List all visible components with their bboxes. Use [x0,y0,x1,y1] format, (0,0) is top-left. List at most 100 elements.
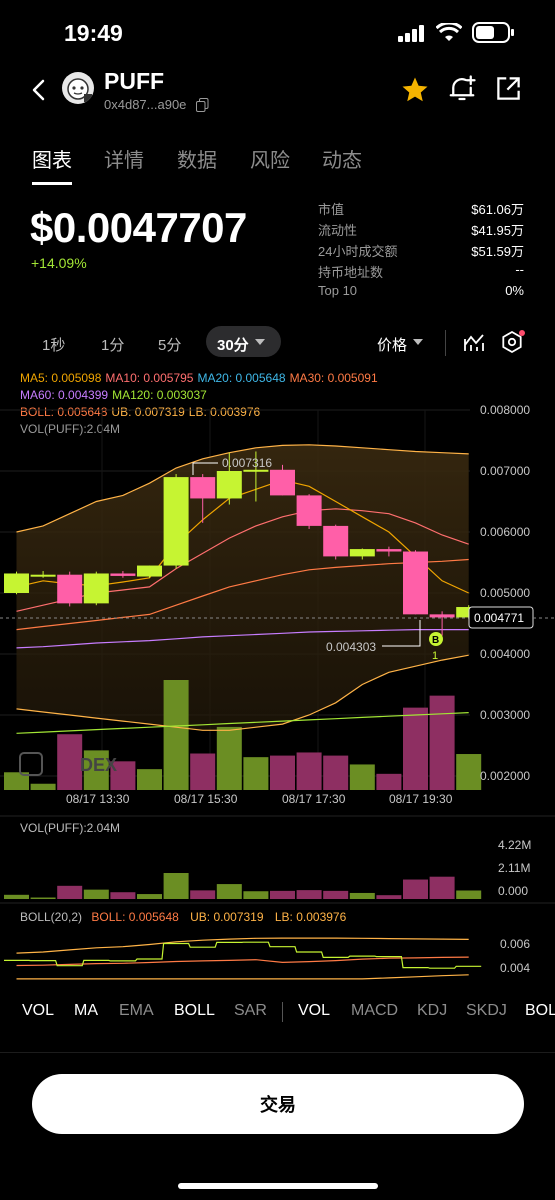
tab-active-underline [32,182,72,185]
back-arrow-icon[interactable] [28,78,52,102]
current-price-tag: 0.004771 [0,606,555,629]
home-indicator [178,1183,378,1189]
ind-sub-vol[interactable]: VOL [298,1002,331,1019]
tab-data[interactable]: 数据 [177,150,217,172]
vol-panel-bar [163,873,189,899]
candle-body [163,477,189,566]
candle-body [349,549,375,557]
y-tick-label: 0.006000 [480,525,530,539]
wifi-icon [436,23,462,41]
interval-30m[interactable]: 30分 [217,337,249,354]
boll-band-fill [16,444,469,731]
settings-icon[interactable] [500,330,526,356]
tab-activity[interactable]: 动态 [322,150,362,172]
candle-body [110,573,136,576]
boll-panel-title: BOLL(20,2) BOLL: 0.005648 UB: 0.007319 L… [20,910,347,924]
candle-body [429,614,455,618]
volume-bar [456,754,482,790]
candle-body [376,549,402,552]
share-icon[interactable] [495,75,522,102]
ind-sub-boll[interactable]: BOL [525,1002,555,1019]
dex-watermark: DEX [19,752,117,776]
stat-volume-24h: 24小时成交额 $51.59万 [318,244,524,259]
low-label: 0.004303 [326,640,376,654]
volume-bar [296,752,322,790]
svg-text:0.004771: 0.004771 [474,611,524,625]
candle-body [270,469,295,496]
ind-ma[interactable]: MA [74,1002,98,1019]
interval-1m[interactable]: 1分 [101,337,125,354]
x-tick-label: 08/17 13:30 [66,792,130,806]
ma60-line [16,629,469,649]
token-logo-icon [67,78,92,102]
ind-skdj[interactable]: SKDJ [466,1002,507,1019]
ind-sar[interactable]: SAR [234,1002,267,1019]
candle-body [57,574,83,604]
vol-panel-bar [456,890,482,899]
bell-plus-icon[interactable] [447,74,477,104]
price-change: +14.09% [31,255,87,271]
vol-panel-bar [296,890,322,899]
legend-ma5: MA5: 0.005098 [20,371,102,385]
legend-ma120: MA120: 0.003037 [112,388,207,402]
legend-ma10: MA10: 0.005795 [105,371,194,385]
boll-panel [4,937,482,980]
volume-bar [190,753,216,790]
svg-text:B: B [432,635,439,646]
ind-macd[interactable]: MACD [351,1002,399,1019]
interval-1s[interactable]: 1秒 [42,337,66,354]
candle-body [4,573,29,593]
candle-body [216,471,242,499]
tab-details[interactable]: 详情 [104,150,144,172]
boll-tick-1: 0.004 [500,961,530,975]
signal-icon [398,25,424,42]
price-selector[interactable]: 价格 [377,337,408,354]
ind-vol[interactable]: VOL [22,1002,55,1019]
volume-bar [30,783,56,790]
annotations: 0.007316 0.004303 [192,456,421,654]
token-name: PUFF [104,68,165,94]
volume-bar [349,764,375,790]
volume-overlay [4,680,482,790]
y-tick-label: 0.002000 [480,769,530,783]
trade-button[interactable]: 交易 [32,1074,524,1134]
volume-bar [403,707,428,790]
x-tick-label: 08/17 15:30 [174,792,238,806]
legend-lb: LB: 0.003976 [188,405,261,419]
token-avatar [62,72,94,104]
volume-bar [243,757,269,790]
vol-panel-bar [110,892,136,899]
vol-panel-bar [376,895,402,899]
indicator-icon[interactable] [462,331,486,355]
ind-kdj[interactable]: KDJ [417,1002,448,1019]
svg-text:1: 1 [432,650,438,662]
y-tick-label: 0.005000 [480,586,530,600]
boll-panel-ub [16,937,469,954]
y-tick-label: 0.008000 [480,403,530,417]
legend-vol: VOL(PUFF):2.04M [20,422,121,436]
vol-panel-bar [57,885,83,899]
boll-panel-close [4,941,482,969]
ind-boll[interactable]: BOLL [174,1002,215,1019]
interval-5m[interactable]: 5分 [158,337,182,354]
candle-body [137,565,162,577]
tab-chart[interactable]: 图表 [32,150,72,172]
volume-bar [216,726,242,790]
boll-panel-mid [16,956,469,967]
boll-tick-0: 0.006 [500,937,530,951]
ind-ema[interactable]: EMA [119,1002,154,1019]
battery-icon [472,22,514,43]
vol-panel-bar [137,894,162,899]
vol-panel-title: VOL(PUFF):2.04M [20,821,120,835]
tab-risk[interactable]: 风险 [250,150,290,172]
copy-icon[interactable] [196,98,209,112]
candle-body [403,551,428,615]
kline-chart[interactable]: DEX 0.0080000.0070000.0060000.0050000.00… [0,0,555,1000]
high-label: 0.007316 [222,456,272,470]
star-icon[interactable] [400,75,430,105]
vol-panel-bar [4,894,29,899]
vol-panel-bar [83,889,109,899]
candle-body [83,573,109,604]
ma30-line [16,558,469,631]
volume-bar [270,755,295,790]
